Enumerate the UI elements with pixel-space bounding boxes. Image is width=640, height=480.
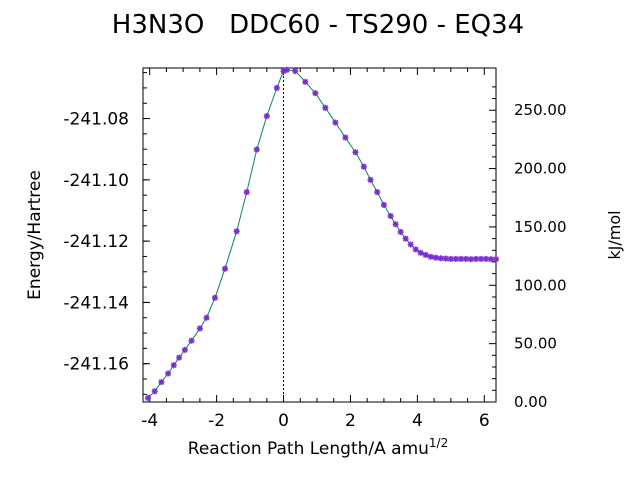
data-point xyxy=(233,228,240,235)
data-point xyxy=(165,370,172,377)
plot-frame xyxy=(142,67,497,403)
x-tick-label: 0 xyxy=(278,411,289,431)
data-point xyxy=(417,249,424,256)
x-tick-label: -2 xyxy=(208,411,225,431)
series-line xyxy=(147,69,496,399)
x-tick-label: 2 xyxy=(345,411,356,431)
data-point xyxy=(302,78,309,85)
data-point xyxy=(188,337,195,344)
data-point xyxy=(312,90,319,97)
data-point xyxy=(437,255,444,262)
data-point xyxy=(493,256,499,263)
y-tick-label: -241.08 xyxy=(63,110,129,130)
y-right-tick-label: 0.00 xyxy=(514,393,547,411)
x-axis-label-superscript: 1/2 xyxy=(429,436,448,450)
data-point xyxy=(482,255,489,262)
data-point xyxy=(422,251,429,258)
data-point xyxy=(360,163,367,170)
data-point xyxy=(151,388,158,395)
data-point xyxy=(457,255,464,262)
data-point xyxy=(196,325,203,332)
data-point xyxy=(477,255,484,262)
data-point xyxy=(412,246,419,253)
data-point xyxy=(176,354,183,361)
data-point xyxy=(342,134,349,141)
y-right-tick-label: 100.00 xyxy=(514,276,567,294)
data-point xyxy=(397,228,404,235)
chart-title: H3N3O DDC60 - TS290 - EQ34 xyxy=(112,10,524,40)
data-point xyxy=(292,68,299,75)
data-point xyxy=(432,254,439,261)
y-axis-right-label: kJ/mol xyxy=(605,210,624,259)
y-right-tick-label: 250.00 xyxy=(514,101,567,119)
data-point xyxy=(380,201,387,208)
y-tick-label: -241.16 xyxy=(63,355,129,375)
data-point xyxy=(462,255,469,262)
data-point xyxy=(374,189,381,196)
tick-labels: -4 -2 0 2 4 6 -241.08 -241.10 -241.12 -241.14 -241… xyxy=(63,101,566,431)
data-point xyxy=(170,362,177,369)
data-point xyxy=(367,176,374,183)
data-point xyxy=(472,255,479,262)
x-tick-label: 4 xyxy=(412,411,423,431)
data-point xyxy=(452,255,459,262)
data-point xyxy=(145,395,152,402)
data-point xyxy=(332,119,339,126)
y-tick-label: -241.10 xyxy=(63,171,129,191)
data-point xyxy=(273,84,280,91)
y-right-tick-label: 50.00 xyxy=(514,335,557,353)
data-point xyxy=(322,104,329,111)
y-right-tick-label: 150.00 xyxy=(514,218,567,236)
data-point xyxy=(387,213,394,220)
x-axis-label-main: Reaction Path Length/A amu xyxy=(188,439,429,459)
axis-ticks xyxy=(143,68,496,403)
data-point xyxy=(158,379,165,386)
data-point xyxy=(407,241,414,248)
data-point xyxy=(467,256,474,263)
data-point xyxy=(402,235,409,242)
data-point xyxy=(392,221,399,228)
data-point xyxy=(181,346,188,353)
series-points xyxy=(145,66,499,402)
data-point xyxy=(442,255,449,262)
x-axis-label: Reaction Path Length/A amu1/2 xyxy=(188,436,448,459)
x-tick-label: 6 xyxy=(479,411,490,431)
data-point xyxy=(203,314,210,321)
series-path xyxy=(147,69,496,399)
data-point xyxy=(487,256,494,263)
y-right-tick-label: 200.00 xyxy=(514,160,567,178)
data-point xyxy=(221,265,228,272)
data-point xyxy=(352,149,359,156)
data-point xyxy=(427,253,434,260)
y-tick-label: -241.12 xyxy=(63,232,129,252)
data-point xyxy=(253,146,260,153)
y-axis-label: Energy/Hartree xyxy=(25,170,45,300)
y-tick-label: -241.14 xyxy=(63,293,129,313)
x-tick-label: -4 xyxy=(141,411,158,431)
data-point xyxy=(243,189,250,196)
data-point xyxy=(283,66,290,73)
data-point xyxy=(447,255,454,262)
data-point xyxy=(263,113,270,120)
data-point xyxy=(211,294,218,301)
